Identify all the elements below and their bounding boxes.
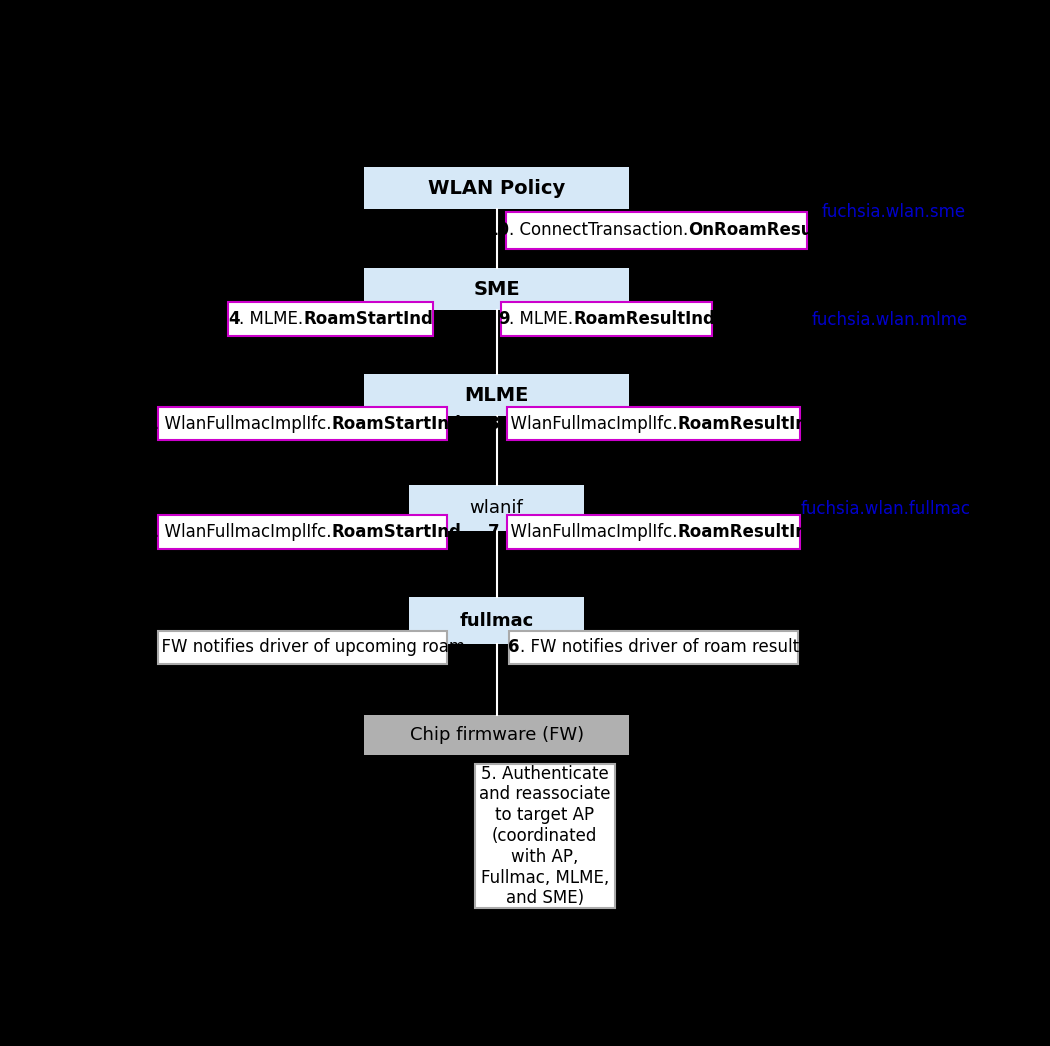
FancyBboxPatch shape xyxy=(364,715,629,755)
Text: 9: 9 xyxy=(498,310,509,327)
FancyBboxPatch shape xyxy=(158,516,446,549)
Text: . MLME.: . MLME. xyxy=(239,310,303,327)
Text: 2: 2 xyxy=(143,523,154,541)
FancyBboxPatch shape xyxy=(410,484,584,531)
FancyBboxPatch shape xyxy=(475,765,614,908)
Text: . FW notifies driver of upcoming roam: . FW notifies driver of upcoming roam xyxy=(151,638,465,657)
Text: wlanif: wlanif xyxy=(469,499,524,517)
FancyBboxPatch shape xyxy=(506,211,806,249)
Text: 4: 4 xyxy=(228,310,239,327)
Text: . WlanFullmacImplIfc.: . WlanFullmacImplIfc. xyxy=(500,523,677,541)
Text: 5. Authenticate
and reassociate
to target AP
(coordinated
with AP,
Fullmac, MLME: 5. Authenticate and reassociate to targe… xyxy=(479,765,610,907)
Text: RoamStartInd: RoamStartInd xyxy=(303,310,434,327)
Text: RoamResultInd: RoamResultInd xyxy=(677,523,819,541)
FancyBboxPatch shape xyxy=(364,268,629,310)
Text: . WlanFullmacImplIfc.: . WlanFullmacImplIfc. xyxy=(500,414,677,433)
Text: SME: SME xyxy=(474,279,520,298)
Text: 10: 10 xyxy=(486,221,509,240)
Text: . ConnectTransaction.: . ConnectTransaction. xyxy=(509,221,688,240)
FancyBboxPatch shape xyxy=(507,516,800,549)
Text: 8: 8 xyxy=(488,414,500,433)
FancyBboxPatch shape xyxy=(410,597,584,644)
FancyBboxPatch shape xyxy=(158,407,446,440)
Text: RoamResultInd: RoamResultInd xyxy=(677,414,819,433)
Text: fuchsia.wlan.mlme: fuchsia.wlan.mlme xyxy=(812,312,968,329)
Text: Chip firmware (FW): Chip firmware (FW) xyxy=(410,726,584,744)
Text: . FW notifies driver of roam result: . FW notifies driver of roam result xyxy=(520,638,799,657)
Text: MLME: MLME xyxy=(464,386,529,405)
FancyBboxPatch shape xyxy=(228,302,434,336)
Text: fuchsia.wlan.fullmac: fuchsia.wlan.fullmac xyxy=(800,500,970,518)
Text: fullmac: fullmac xyxy=(460,612,533,630)
Text: 1: 1 xyxy=(140,638,151,657)
FancyBboxPatch shape xyxy=(507,407,800,440)
Text: 7: 7 xyxy=(488,523,500,541)
FancyBboxPatch shape xyxy=(364,374,629,416)
Text: RoamStartInd: RoamStartInd xyxy=(332,523,462,541)
FancyBboxPatch shape xyxy=(364,167,629,209)
Text: RoamStartInd: RoamStartInd xyxy=(332,414,462,433)
FancyBboxPatch shape xyxy=(509,631,798,664)
Text: fuchsia.wlan.sme: fuchsia.wlan.sme xyxy=(821,203,965,221)
FancyBboxPatch shape xyxy=(501,302,712,336)
Text: . MLME.: . MLME. xyxy=(509,310,573,327)
Text: 6: 6 xyxy=(508,638,520,657)
FancyBboxPatch shape xyxy=(158,631,446,664)
Text: 3: 3 xyxy=(143,414,154,433)
Text: OnRoamResult: OnRoamResult xyxy=(688,221,826,240)
Text: RoamResultInd: RoamResultInd xyxy=(573,310,715,327)
Text: WLAN Policy: WLAN Policy xyxy=(428,179,565,198)
Text: . WlanFullmacImplIfc.: . WlanFullmacImplIfc. xyxy=(154,523,332,541)
Text: . WlanFullmacImplIfc.: . WlanFullmacImplIfc. xyxy=(154,414,332,433)
